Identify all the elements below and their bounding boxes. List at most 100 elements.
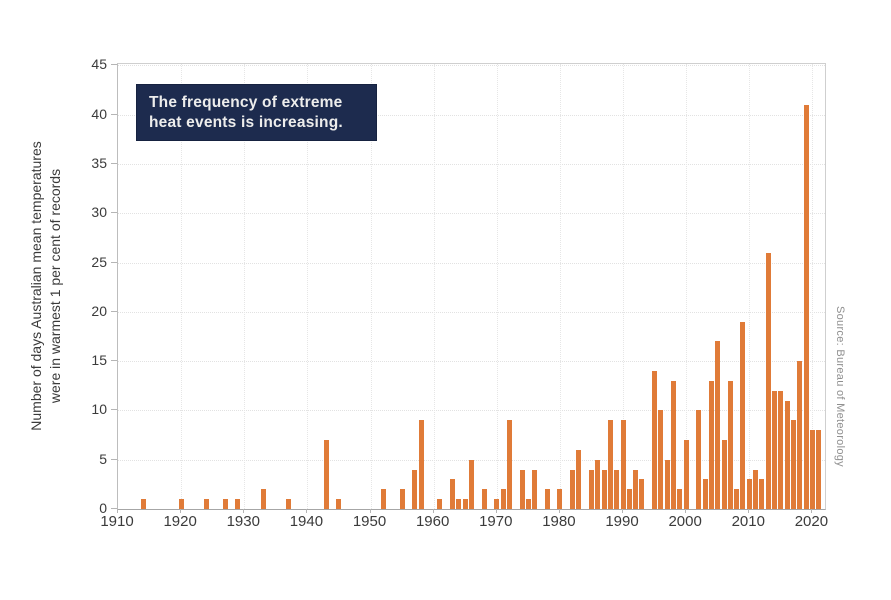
bar-1924 (203, 499, 209, 509)
x-gridline-1980 (559, 64, 561, 509)
x-gridline-1970 (496, 64, 498, 509)
bar-1986 (595, 459, 601, 509)
bar-1937 (285, 499, 291, 509)
x-tick-mark-1940 (306, 509, 308, 513)
annotation-text-line1: The frequency of extreme (149, 93, 343, 111)
x-tick-mark-1980 (558, 509, 560, 513)
x-tick-label-1910: 1910 (100, 513, 134, 530)
bar-2019 (803, 104, 809, 509)
y-gridline-25 (118, 262, 825, 264)
bar-1978 (544, 489, 550, 509)
bar-1982 (570, 469, 575, 509)
y-tick-label-35: 35 (91, 155, 107, 172)
x-tick-label-1990: 1990 (605, 513, 639, 530)
y-tick-mark-20 (111, 310, 117, 312)
bar-1987 (601, 469, 607, 509)
bar-1927 (222, 499, 228, 509)
y-tick-label-0: 0 (99, 500, 107, 516)
bar-1971 (500, 489, 506, 509)
bar-2007 (727, 380, 733, 509)
x-tick-label-1970: 1970 (479, 513, 513, 530)
y-tick-mark-25 (111, 261, 117, 263)
y-tick-label-25: 25 (91, 253, 107, 270)
bar-1993 (639, 479, 645, 509)
bar-1989 (614, 469, 620, 509)
x-gridline-1920 (181, 64, 183, 509)
bar-1972 (506, 420, 512, 509)
bar-1983 (576, 449, 582, 509)
x-gridline-1960 (433, 64, 435, 509)
bar-2011 (753, 469, 759, 509)
x-tick-mark-1910 (117, 509, 118, 513)
bar-1965 (462, 499, 468, 509)
bar-2015 (778, 390, 784, 509)
x-tick-mark-2010 (748, 509, 750, 513)
y-tick-label-45: 45 (91, 56, 107, 73)
y-gridline-35 (118, 164, 825, 166)
x-tick-mark-1970 (495, 509, 497, 513)
bar-1976 (532, 469, 538, 509)
bar-2005 (715, 341, 721, 509)
bar-1955 (399, 489, 405, 509)
x-tick-label-1960: 1960 (415, 513, 450, 530)
x-gridline-1940 (307, 64, 309, 509)
bar-1980 (557, 489, 563, 509)
y-gridline-30 (118, 213, 825, 215)
x-gridline-1930 (244, 64, 246, 509)
bar-1933 (260, 489, 266, 509)
bar-2009 (740, 321, 746, 509)
y-tick-label-15: 15 (91, 352, 107, 369)
bar-1920 (178, 499, 184, 509)
bar-1952 (380, 489, 386, 509)
x-tick-mark-2000 (685, 509, 687, 513)
bar-2000 (683, 440, 689, 509)
bar-1985 (588, 469, 594, 509)
annotation-text-line2: heat events is increasing. (149, 113, 343, 131)
bar-2004 (708, 380, 714, 509)
y-tick-mark-15 (111, 360, 117, 362)
y-gridline-40 (118, 114, 825, 116)
x-tick-label-2000: 2000 (668, 513, 702, 530)
y-tick-mark-5 (111, 458, 117, 460)
y-tick-label-5: 5 (99, 450, 107, 467)
x-gridline-2010 (749, 64, 751, 509)
bar-1914 (140, 499, 146, 509)
x-tick-mark-2020 (811, 509, 813, 513)
y-tick-label-10: 10 (91, 401, 107, 418)
bar-1964 (456, 499, 462, 509)
bar-1990 (620, 420, 626, 509)
bar-1961 (437, 499, 443, 509)
bar-1970 (494, 499, 500, 509)
bar-1945 (336, 499, 342, 509)
bar-2006 (721, 440, 727, 509)
y-tick-mark-30 (111, 212, 117, 214)
x-tick-label-2010: 2010 (731, 513, 765, 530)
y-tick-label-40: 40 (91, 105, 107, 122)
x-tick-label-1980: 1980 (542, 513, 576, 530)
x-tick-label-1930: 1930 (226, 513, 260, 530)
bar-1995 (652, 371, 658, 509)
annotation-box: The frequency of extreme heat events is … (136, 84, 377, 141)
bar-1974 (519, 469, 525, 509)
bar-1929 (235, 499, 241, 509)
x-gridline-1950 (370, 64, 372, 509)
x-tick-label-1920: 1920 (163, 513, 197, 530)
x-tick-mark-1930 (243, 509, 245, 513)
x-gridline-2020 (812, 64, 814, 509)
bar-2018 (797, 361, 803, 509)
x-tick-mark-1920 (180, 509, 182, 513)
bar-2017 (790, 420, 796, 509)
bar-2014 (772, 390, 777, 509)
bar-1943 (323, 440, 329, 509)
bar-1968 (481, 489, 487, 509)
bar-1996 (658, 410, 664, 509)
x-gridline-1990 (623, 64, 624, 509)
bar-1966 (469, 459, 474, 509)
x-tick-mark-1990 (622, 509, 623, 513)
bar-2021 (816, 430, 822, 509)
bar-2012 (759, 479, 765, 509)
bar-1998 (671, 380, 676, 509)
bar-2013 (765, 252, 771, 509)
x-tick-mark-1950 (369, 509, 371, 513)
y-tick-label-20: 20 (91, 302, 107, 319)
